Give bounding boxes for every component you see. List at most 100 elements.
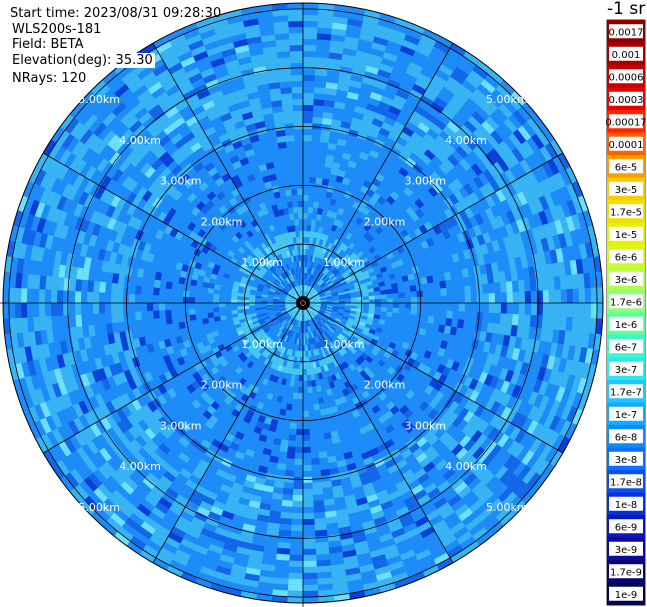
field-cell xyxy=(410,285,417,292)
field-cell xyxy=(288,15,303,21)
field-cell xyxy=(322,118,332,125)
field-cell xyxy=(295,369,299,375)
field-cell xyxy=(315,524,327,531)
field-cell xyxy=(280,445,288,452)
field-cell xyxy=(506,314,513,325)
field-cell xyxy=(277,136,286,143)
field-label: Field: BETA xyxy=(12,38,83,51)
colorbar-tick-label: 0.0017 xyxy=(609,27,644,38)
ring-label: 2.00km xyxy=(201,379,243,392)
field-cell xyxy=(9,288,15,303)
field-cell xyxy=(518,314,525,326)
field-cell xyxy=(351,303,357,306)
field-cell xyxy=(537,303,543,316)
field-cell xyxy=(315,69,328,76)
field-cell xyxy=(549,303,555,316)
field-cell xyxy=(213,294,219,299)
colorbar-tick-label: 1.7e-7 xyxy=(610,387,642,398)
field-cell xyxy=(319,451,328,458)
field-cell xyxy=(39,303,45,317)
field-cell xyxy=(306,369,310,375)
field-cell xyxy=(489,293,495,303)
field-cell xyxy=(33,275,40,289)
field-cell xyxy=(303,117,313,123)
field-cell xyxy=(465,294,471,303)
field-cell xyxy=(303,543,316,549)
field-cell xyxy=(292,501,303,507)
field-cell xyxy=(307,387,312,393)
field-cell xyxy=(320,136,329,143)
field-cell xyxy=(299,369,303,375)
ring-label: 1.00km xyxy=(323,256,365,269)
field-cell xyxy=(276,45,290,52)
field-cell xyxy=(303,591,318,597)
field-cell xyxy=(316,548,329,555)
ring-label: 1.00km xyxy=(241,338,283,351)
field-cell xyxy=(93,292,99,303)
field-cell xyxy=(531,303,537,315)
field-cell xyxy=(213,307,219,312)
colorbar-tick-label: 3e-9 xyxy=(615,545,638,556)
field-cell xyxy=(560,275,567,289)
field-cell xyxy=(314,404,320,411)
field-cell xyxy=(278,142,287,149)
field-cell xyxy=(274,21,289,28)
field-cell xyxy=(410,309,416,315)
field-cell xyxy=(300,237,303,243)
field-cell xyxy=(111,283,118,293)
field-cell xyxy=(298,387,303,393)
field-cell xyxy=(279,530,292,537)
field-cell xyxy=(285,470,294,477)
field-cell xyxy=(111,293,117,303)
field-cell xyxy=(153,287,160,295)
field-cell xyxy=(314,518,326,525)
field-cell xyxy=(548,277,555,290)
ring-label: 4.00km xyxy=(119,460,161,473)
field-cell xyxy=(276,554,290,561)
field-cell xyxy=(277,542,290,549)
ring-label: 5.00km xyxy=(486,501,528,514)
field-cell xyxy=(375,295,381,299)
field-cell xyxy=(87,280,94,292)
field-cell xyxy=(57,290,63,303)
colorbar-tick-label: 3e-8 xyxy=(615,455,638,466)
colorbar-tick-label: 1e-9 xyxy=(615,590,638,601)
field-cell xyxy=(313,500,324,507)
ring-label: 2.00km xyxy=(364,216,406,229)
field-cell xyxy=(288,579,303,585)
field-cell xyxy=(280,87,292,94)
field-cell xyxy=(303,105,313,111)
field-cell xyxy=(317,577,332,584)
field-cell xyxy=(457,319,464,328)
field-cell xyxy=(292,99,303,105)
colorbar-tick-label: 6e-5 xyxy=(615,162,638,173)
field-cell xyxy=(308,207,313,213)
field-cell xyxy=(183,297,189,303)
field-cell xyxy=(129,294,135,303)
field-cell xyxy=(298,213,303,219)
field-cell xyxy=(289,33,303,39)
field-cell xyxy=(513,292,519,303)
field-cell xyxy=(293,489,303,495)
field-cell xyxy=(159,303,165,311)
field-cell xyxy=(303,15,318,21)
field-cell xyxy=(280,512,292,519)
field-cell xyxy=(495,303,501,313)
ring-label: 3.00km xyxy=(405,175,447,188)
field-cell xyxy=(313,99,324,106)
field-cell xyxy=(293,393,298,399)
field-cell xyxy=(303,495,313,501)
field-cell xyxy=(537,290,543,303)
colorbar-tick-label: 0.0006 xyxy=(609,72,644,83)
field-cell xyxy=(386,312,393,317)
field-cell xyxy=(459,303,465,311)
field-cell xyxy=(303,555,317,561)
field-cell xyxy=(249,300,255,303)
colorbar-tick-label: 1.7e-9 xyxy=(610,567,642,578)
colorbar-tick-label: 6e-8 xyxy=(615,432,638,443)
colorbar-tick-label: 3e-7 xyxy=(615,365,638,376)
field-cell xyxy=(208,312,215,318)
field-cell xyxy=(518,280,525,292)
field-cell xyxy=(445,318,452,326)
field-cell xyxy=(303,567,317,573)
